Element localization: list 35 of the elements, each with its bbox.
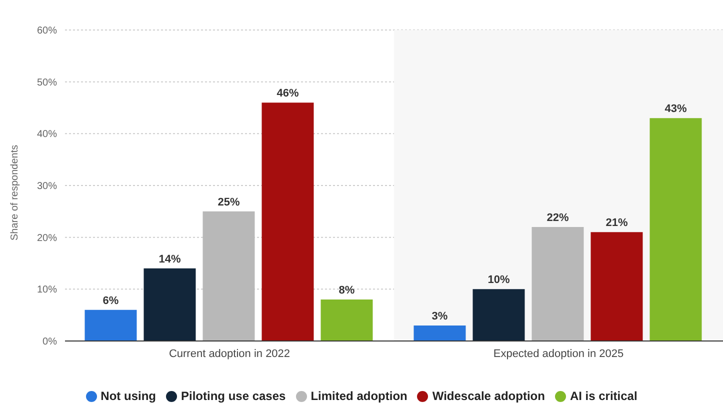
data-label: 43% xyxy=(664,103,687,116)
bar xyxy=(472,289,525,341)
y-tick-label: 40% xyxy=(36,129,58,140)
legend-label: Piloting use cases xyxy=(181,389,286,403)
y-tick-label: 20% xyxy=(36,232,58,244)
legend-label: Not using xyxy=(100,389,156,403)
data-label: 14% xyxy=(158,253,181,266)
bar xyxy=(144,268,196,341)
data-label: 22% xyxy=(546,212,569,224)
data-label: 6% xyxy=(102,294,119,307)
bar xyxy=(202,211,255,341)
y-tick-label: 0% xyxy=(42,336,58,348)
data-label: 8% xyxy=(338,284,355,297)
bar xyxy=(320,300,373,341)
bar xyxy=(590,232,643,341)
y-axis-title: Share of respondents xyxy=(10,144,21,240)
y-tick-label: 30% xyxy=(36,181,58,192)
bar xyxy=(414,325,466,341)
y-tick-label: 10% xyxy=(36,284,58,296)
legend-label: Limited adoption xyxy=(310,389,408,403)
bar xyxy=(650,118,702,341)
bar xyxy=(532,226,584,341)
legend-label: Widescale adoption xyxy=(432,389,545,403)
y-tick-label: 50% xyxy=(36,77,58,88)
data-label: 3% xyxy=(432,310,448,322)
bar xyxy=(262,102,314,341)
y-tick-label: 60% xyxy=(36,26,58,37)
bar xyxy=(84,310,137,341)
data-label: 21% xyxy=(606,217,628,230)
data-label: 46% xyxy=(276,88,299,100)
data-label: 10% xyxy=(488,274,510,286)
x-tick-label: Current adoption in 2022 xyxy=(168,348,290,360)
legend-label: AI is critical xyxy=(570,389,638,403)
data-label: 25% xyxy=(218,196,240,208)
x-tick-label: Expected adoption in 2025 xyxy=(493,348,624,360)
